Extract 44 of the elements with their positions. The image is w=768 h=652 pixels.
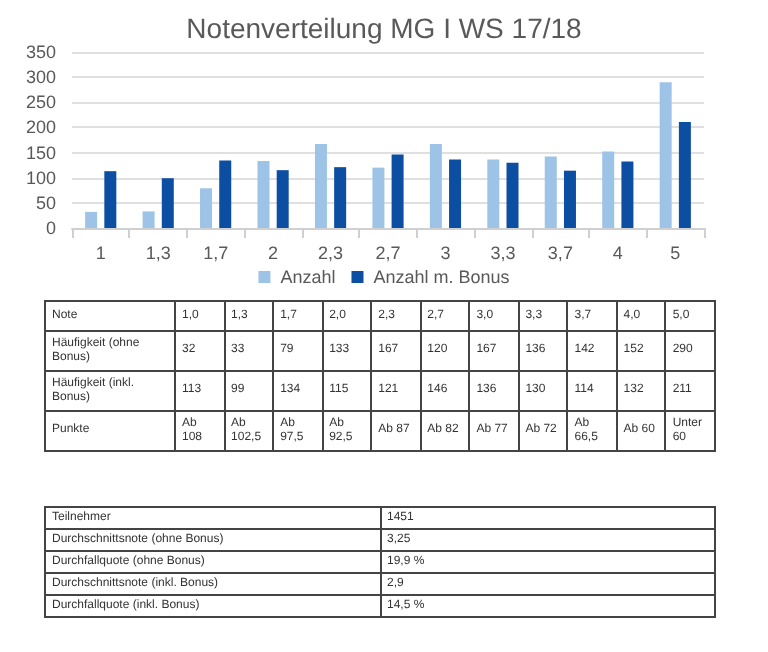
bar <box>621 161 634 228</box>
bar <box>334 167 347 228</box>
x-tick-label: 3,3 <box>490 243 516 263</box>
bar <box>257 161 270 228</box>
x-tick-label: 4 <box>612 243 623 263</box>
x-tick-label: 3,7 <box>547 243 573 263</box>
y-tick-label: 250 <box>25 92 56 113</box>
y-tick-label: 150 <box>25 142 56 163</box>
y-tick-label: 300 <box>25 67 56 88</box>
bar <box>161 178 174 228</box>
bar <box>142 211 155 228</box>
x-tick-label: 1,7 <box>203 243 229 263</box>
legend-label: Anzahl m. Bonus <box>373 267 511 287</box>
y-tick-label: 350 <box>25 42 56 62</box>
x-tick-label: 5 <box>670 243 681 263</box>
bar <box>659 82 672 228</box>
bar <box>429 144 442 228</box>
bar <box>200 188 213 228</box>
bar <box>544 156 557 228</box>
bar <box>314 144 327 228</box>
bar <box>372 167 385 228</box>
bar <box>219 160 232 228</box>
bar <box>449 159 462 228</box>
bar <box>276 170 289 228</box>
chart-title: Notenverteilung MG I WS 17/18 <box>186 12 583 44</box>
bar <box>602 151 615 228</box>
y-tick-label: 50 <box>35 192 56 213</box>
bar <box>104 171 117 228</box>
legend-label: Anzahl <box>280 267 336 287</box>
x-tick-label: 2,3 <box>318 243 344 263</box>
bar <box>563 170 576 228</box>
bar <box>487 159 500 228</box>
y-tick-label: 100 <box>25 167 56 188</box>
x-tick-label: 1,3 <box>145 243 171 263</box>
x-tick-label: 2,7 <box>375 243 401 263</box>
bar <box>678 121 691 228</box>
x-tick-label: 1 <box>95 243 106 263</box>
bar <box>85 211 98 228</box>
y-tick-label: 200 <box>25 117 56 138</box>
bar <box>506 162 519 228</box>
x-tick-label: 2 <box>268 243 279 263</box>
x-tick-label: 3 <box>440 243 451 263</box>
bar <box>391 154 404 228</box>
y-tick-label: 0 <box>45 218 56 238</box>
